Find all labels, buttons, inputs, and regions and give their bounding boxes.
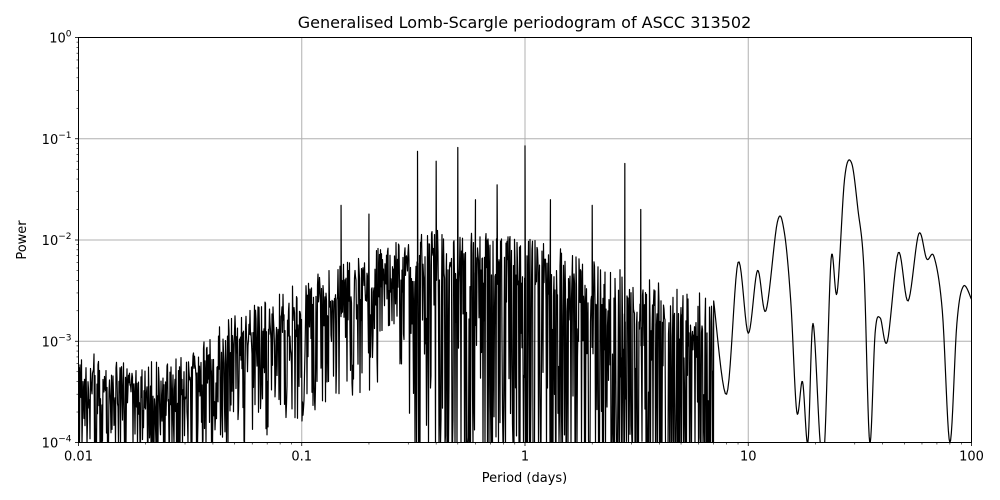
periodogram-line <box>78 145 972 443</box>
y-tick-label: 10−2 <box>42 232 72 249</box>
chart-title: Generalised Lomb-Scargle periodogram of … <box>298 13 752 32</box>
y-tick-label: 10−4 <box>42 435 72 452</box>
x-axis-ticks: 0.01 0.1 1 10 100 <box>64 442 984 465</box>
y-tick-label: 10−3 <box>42 333 72 350</box>
periodogram-series <box>78 145 972 443</box>
y-tick-label: 100 <box>49 30 72 47</box>
x-tick-label: 0.1 <box>291 450 312 465</box>
x-tick-label: 0.01 <box>64 450 93 465</box>
y-axis-ticks: 10−4 10−3 10−2 10−1 100 <box>42 30 79 452</box>
y-axis-label: Power <box>15 220 30 260</box>
y-tick-label: 10−1 <box>42 131 72 148</box>
x-axis-label: Period (days) <box>482 471 568 486</box>
x-tick-label: 10 <box>740 450 757 465</box>
x-tick-label: 1 <box>521 450 529 465</box>
x-tick-label: 100 <box>959 450 984 465</box>
